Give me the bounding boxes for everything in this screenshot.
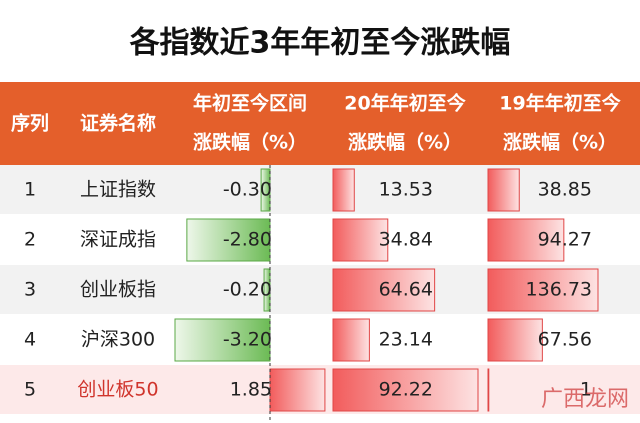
- seq-cell: 2: [24, 229, 36, 251]
- value-cell: -0.30: [223, 179, 272, 201]
- value-cell: 1: [580, 379, 592, 401]
- name-cell: 上证指数: [80, 179, 156, 201]
- data-bar: [263, 268, 271, 312]
- watermark: 广西龙网: [541, 387, 629, 412]
- data-bar: [487, 368, 490, 412]
- title: 各指数近3年年初至今涨跌幅: [129, 26, 511, 61]
- value-cell: 38.85: [538, 179, 592, 201]
- header-cell: 涨跌幅（%）: [348, 131, 462, 154]
- value-cell: 64.64: [379, 279, 433, 301]
- value-cell: 67.56: [538, 329, 592, 351]
- name-cell: 创业板50: [77, 379, 158, 401]
- header-cell: 19年年初至今: [499, 92, 620, 115]
- seq-cell: 3: [24, 279, 36, 301]
- value-cell: 34.84: [379, 229, 433, 251]
- value-cell: -0.20: [223, 279, 272, 301]
- value-cell: 92.22: [379, 379, 433, 401]
- header-cell: 证券名称: [80, 112, 156, 135]
- row-bg: [0, 165, 640, 215]
- data-bar: [332, 268, 436, 312]
- value-cell: 13.53: [379, 179, 433, 201]
- value-cell: 136.73: [526, 279, 592, 301]
- data-bar: [332, 168, 355, 212]
- data-bar: [269, 368, 326, 412]
- name-cell: 创业板指: [80, 279, 156, 301]
- name-cell: 沪深300: [81, 329, 155, 351]
- seq-cell: 1: [24, 179, 36, 201]
- header-cell: 序列: [11, 112, 49, 135]
- seq-cell: 4: [24, 329, 36, 351]
- value-cell: 94.27: [538, 229, 592, 251]
- header-bg: [0, 82, 640, 165]
- data-bar: [487, 268, 599, 312]
- data-bar: [332, 218, 389, 262]
- data-bar: [186, 218, 271, 262]
- rows: 1 上证指数 -0.30 13.53 38.85 2 深证成指 -2.80 34.84 94.27…: [0, 165, 640, 416]
- header-cell: 涨跌幅（%）: [503, 131, 617, 154]
- value-cell: -2.80: [223, 229, 272, 251]
- header-cell: 涨跌幅（%）: [193, 131, 307, 154]
- value-cell: 23.14: [379, 329, 433, 351]
- data-bar: [487, 218, 565, 262]
- data-bar: [487, 168, 520, 212]
- data-bar: [487, 318, 543, 362]
- header-cell: 20年年初至今: [344, 92, 465, 115]
- value-cell: 1.85: [230, 379, 272, 401]
- seq-cell: 5: [24, 379, 36, 401]
- name-cell: 深证成指: [80, 229, 156, 251]
- header-cell: 年初至今区间: [193, 92, 307, 115]
- data-bar: [332, 368, 479, 412]
- data-bar: [332, 318, 370, 362]
- value-cell: -3.20: [223, 329, 272, 351]
